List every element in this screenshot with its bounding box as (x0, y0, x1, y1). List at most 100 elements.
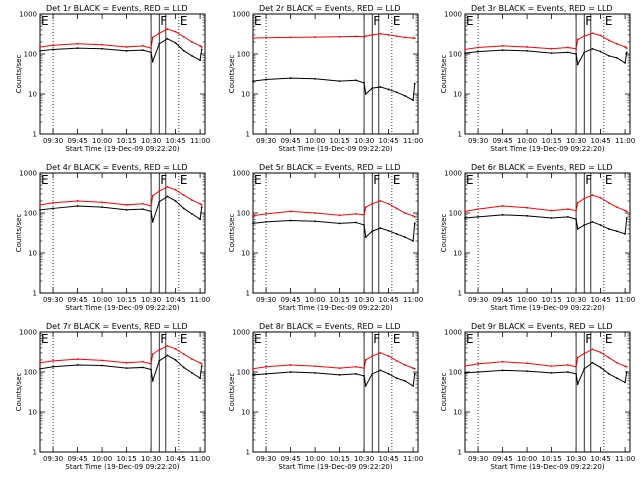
data-point-lld (252, 37, 254, 39)
data-point-lld (76, 200, 79, 202)
data-point-lld (464, 210, 466, 213)
plot-title: Det 6r BLACK = Events, RED = LLD (471, 163, 613, 172)
data-point-events (182, 366, 185, 369)
data-point-lld (575, 209, 577, 212)
y-tick-label: 10 (28, 409, 37, 417)
data-point-lld (575, 47, 577, 50)
data-point-lld (624, 209, 626, 212)
series-line-events (464, 48, 628, 66)
data-point-lld (289, 36, 292, 39)
data-point-lld (567, 46, 569, 49)
data-point-events (607, 228, 610, 230)
data-point-events (576, 63, 579, 66)
data-point-events (150, 51, 152, 54)
data-point-lld (101, 43, 103, 46)
data-point-events (387, 88, 390, 91)
y-tick-label: 100 (449, 51, 462, 59)
data-point-lld (265, 36, 267, 39)
data-point-events (265, 372, 267, 375)
data-point-events (576, 228, 579, 230)
data-point-lld (289, 210, 292, 213)
series-line-events (39, 354, 203, 382)
flag-label: F (373, 173, 380, 187)
data-point-lld (364, 206, 367, 209)
data-point-lld (576, 201, 579, 204)
data-point-events (252, 80, 254, 83)
data-point-events (550, 52, 553, 55)
y-tick-label: 1000 (444, 329, 462, 337)
y-tick-label: 1 (458, 449, 462, 457)
data-point-events (364, 236, 367, 238)
data-point-lld (158, 32, 161, 35)
x-tick-label: 10:15 (541, 137, 561, 145)
plot-frame (252, 172, 419, 294)
x-tick-label: 10:15 (116, 296, 136, 304)
data-point-events (151, 220, 154, 223)
data-point-lld (379, 352, 382, 354)
data-point-lld (52, 359, 54, 362)
data-point-events (39, 49, 41, 52)
data-point-events (363, 81, 365, 84)
data-point-lld (387, 34, 390, 36)
data-point-events (150, 210, 152, 213)
flag-label: F (585, 332, 592, 346)
data-point-lld (151, 36, 154, 39)
x-axis-label: Start Time (19-Dec-09 09:22:20) (278, 304, 392, 312)
y-tick-label: 1 (33, 290, 37, 298)
series-line-lld (252, 33, 415, 39)
data-point-lld (607, 201, 610, 204)
y-tick-label: 100 (24, 210, 37, 218)
data-point-events (599, 50, 602, 53)
flag-label: F (373, 14, 380, 28)
data-point-events (200, 365, 203, 368)
data-point-events (477, 371, 479, 373)
x-tick-label: 11:00 (403, 137, 423, 145)
y-tick-label: 100 (449, 210, 462, 218)
x-tick-label: 10:00 (92, 137, 112, 145)
data-point-events (52, 48, 54, 51)
data-point-lld (166, 344, 169, 347)
data-point-lld (355, 35, 357, 38)
data-point-lld (166, 185, 169, 188)
data-point-events (624, 61, 626, 64)
data-point-lld (526, 362, 528, 365)
data-point-events (52, 365, 54, 368)
data-point-lld (252, 214, 254, 217)
data-point-lld (599, 351, 602, 354)
flag-label: E (605, 14, 613, 28)
data-point-events (338, 373, 341, 376)
data-point-lld (477, 46, 479, 49)
data-point-lld (477, 362, 479, 365)
data-point-lld (265, 365, 267, 368)
data-point-lld (191, 41, 193, 43)
x-tick-label: 09:30 (256, 296, 276, 304)
data-point-events (477, 50, 479, 53)
y-tick-label: 1 (458, 131, 462, 139)
x-tick-label: 09:45 (280, 296, 300, 304)
data-point-lld (501, 360, 504, 363)
data-point-lld (583, 197, 586, 200)
data-point-events (404, 236, 406, 238)
data-point-events (371, 230, 374, 233)
x-tick-label: 10:00 (92, 296, 112, 304)
data-point-events (76, 205, 79, 207)
y-axis-label: Counts/sec (228, 55, 236, 94)
data-point-lld (182, 353, 185, 356)
data-point-lld (624, 365, 626, 368)
data-point-events (166, 195, 169, 198)
data-point-events (174, 359, 177, 361)
data-point-lld (338, 367, 341, 370)
data-point-lld (199, 361, 201, 364)
data-point-events (101, 206, 103, 209)
data-point-lld (125, 46, 128, 48)
flag-label: E (393, 332, 401, 346)
data-point-lld (616, 42, 618, 45)
data-point-events (477, 215, 479, 218)
data-point-lld (379, 200, 382, 202)
flag-label: F (373, 332, 380, 346)
plot-frame (39, 331, 206, 453)
data-point-events (158, 200, 161, 203)
data-point-lld (182, 35, 185, 38)
